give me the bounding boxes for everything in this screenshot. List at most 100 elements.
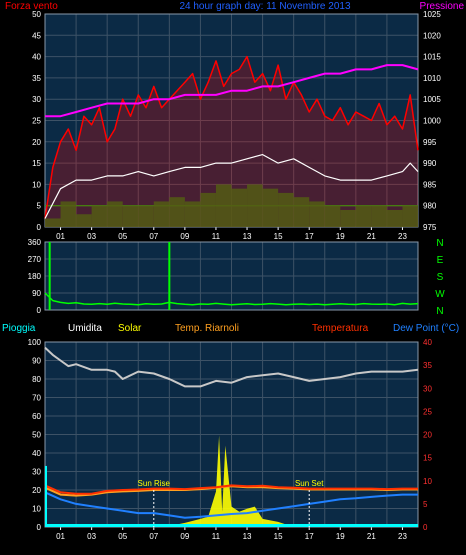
direction-bar bbox=[215, 184, 232, 227]
direction-bar bbox=[262, 188, 279, 227]
legend-entry: Temp. Riarnoli bbox=[175, 323, 239, 334]
wind-max-area bbox=[45, 56, 418, 227]
direction-bar bbox=[169, 197, 185, 227]
y-tick-label: 35 bbox=[32, 74, 41, 83]
y-right-tick-label: 975 bbox=[423, 223, 437, 232]
y-tick-label: 60 bbox=[32, 412, 41, 421]
direction-bar bbox=[107, 201, 123, 227]
x-tick-label: 01 bbox=[56, 532, 65, 541]
x-tick-label: 05 bbox=[118, 232, 127, 241]
y-tick-label: 100 bbox=[28, 338, 42, 347]
sun-marker-label: Sun Rise bbox=[138, 479, 171, 488]
panel-humidity-temperature: 0102030405060708090100051015202530354001… bbox=[2, 323, 459, 541]
x-tick-label: 03 bbox=[87, 532, 96, 541]
y-tick-label: 0 bbox=[37, 523, 42, 532]
direction-bar bbox=[200, 192, 216, 227]
y-right-tick-label: 985 bbox=[423, 180, 437, 189]
legend-entry: Dew Point (°C) bbox=[393, 323, 459, 334]
direction-bar bbox=[60, 201, 77, 227]
left-axis-label: Forza vento bbox=[5, 1, 58, 12]
x-tick-label: 11 bbox=[212, 232, 221, 241]
panel-wind-pressure: 0510152025303540455097598098599099510001… bbox=[5, 1, 464, 241]
y-right-tick-label: 1000 bbox=[423, 117, 441, 126]
direction-bar bbox=[340, 209, 356, 227]
y-right-tick-label: 990 bbox=[423, 159, 437, 168]
x-tick-label: 03 bbox=[87, 232, 96, 241]
y-tick-label: 30 bbox=[32, 468, 41, 477]
x-tick-label: 01 bbox=[56, 232, 65, 241]
x-tick-label: 21 bbox=[367, 532, 376, 541]
legend-entry: Pioggia bbox=[2, 323, 36, 334]
x-tick-label: 19 bbox=[336, 232, 345, 241]
y-tick-label: 360 bbox=[28, 238, 42, 247]
wind-max-line bbox=[44, 55, 419, 219]
y-tick-label: 45 bbox=[32, 31, 41, 40]
y-tick-label: 20 bbox=[32, 138, 41, 147]
y-tick-label: 10 bbox=[32, 505, 41, 514]
direction-bar bbox=[76, 214, 92, 227]
y-right-tick-label: 1010 bbox=[423, 74, 441, 83]
y-tick-label: 20 bbox=[32, 486, 41, 495]
direction-bar bbox=[355, 205, 372, 227]
compass-label: N bbox=[436, 238, 443, 249]
y-right-tick-label: 15 bbox=[423, 454, 432, 463]
direction-bar bbox=[91, 205, 108, 227]
y-right-tick-label: 980 bbox=[423, 202, 437, 211]
x-tick-label: 17 bbox=[305, 232, 314, 241]
y-tick-label: 270 bbox=[28, 255, 42, 264]
direction-bar bbox=[231, 188, 248, 227]
x-tick-label: 13 bbox=[243, 532, 252, 541]
compass-label: N bbox=[436, 306, 443, 317]
right-axis-label: Pressione bbox=[420, 1, 465, 12]
y-right-tick-label: 1020 bbox=[423, 31, 441, 40]
direction-bar bbox=[122, 205, 139, 227]
y-right-tick-label: 1005 bbox=[423, 95, 441, 104]
temperature-line bbox=[44, 484, 418, 495]
x-tick-label: 21 bbox=[367, 232, 376, 241]
compass-label: S bbox=[437, 272, 444, 283]
x-tick-label: 05 bbox=[118, 532, 127, 541]
y-right-tick-label: 30 bbox=[423, 384, 432, 393]
plot-frame bbox=[44, 241, 419, 311]
y-right-tick-label: 35 bbox=[423, 361, 432, 370]
dewpoint-line bbox=[44, 491, 418, 519]
y-tick-label: 30 bbox=[32, 95, 41, 104]
sun-marker-label: Sun Set bbox=[295, 479, 324, 488]
y-tick-label: 40 bbox=[32, 449, 41, 458]
humidity-line bbox=[44, 346, 419, 388]
chart-title: 24 hour graph day: 11 Novembre 2013 bbox=[179, 1, 350, 12]
x-tick-label: 19 bbox=[336, 532, 345, 541]
y-right-tick-label: 1015 bbox=[423, 53, 441, 62]
y-right-tick-label: 20 bbox=[423, 431, 432, 440]
y-tick-label: 10 bbox=[32, 180, 41, 189]
y-tick-label: 90 bbox=[32, 289, 41, 298]
x-tick-label: 17 bbox=[305, 532, 314, 541]
legend-entry: Umidita bbox=[68, 323, 102, 334]
x-tick-label: 13 bbox=[243, 232, 252, 241]
direction-bar bbox=[402, 205, 418, 227]
y-right-tick-label: 25 bbox=[423, 407, 432, 416]
y-tick-label: 90 bbox=[32, 357, 41, 366]
y-tick-label: 0 bbox=[37, 306, 42, 315]
direction-bar bbox=[45, 218, 61, 227]
direction-bar bbox=[309, 201, 325, 227]
compass-label: E bbox=[437, 255, 444, 266]
direction-bar bbox=[138, 205, 154, 227]
y-right-tick-label: 40 bbox=[423, 338, 432, 347]
y-right-tick-label: 5 bbox=[423, 500, 428, 509]
x-tick-label: 15 bbox=[274, 232, 283, 241]
x-tick-label: 09 bbox=[180, 232, 189, 241]
y-tick-label: 50 bbox=[32, 431, 41, 440]
y-right-tick-label: 1025 bbox=[423, 10, 441, 19]
y-tick-label: 0 bbox=[37, 223, 42, 232]
y-tick-label: 180 bbox=[28, 272, 42, 281]
direction-bar bbox=[153, 201, 170, 227]
legend-entry: Solar bbox=[118, 323, 142, 334]
direction-bar bbox=[247, 184, 263, 227]
legend-entry: Temperatura bbox=[312, 323, 369, 334]
x-tick-label: 07 bbox=[149, 232, 158, 241]
direction-bar bbox=[278, 192, 294, 227]
y-tick-label: 40 bbox=[32, 53, 41, 62]
x-tick-label: 07 bbox=[149, 532, 158, 541]
